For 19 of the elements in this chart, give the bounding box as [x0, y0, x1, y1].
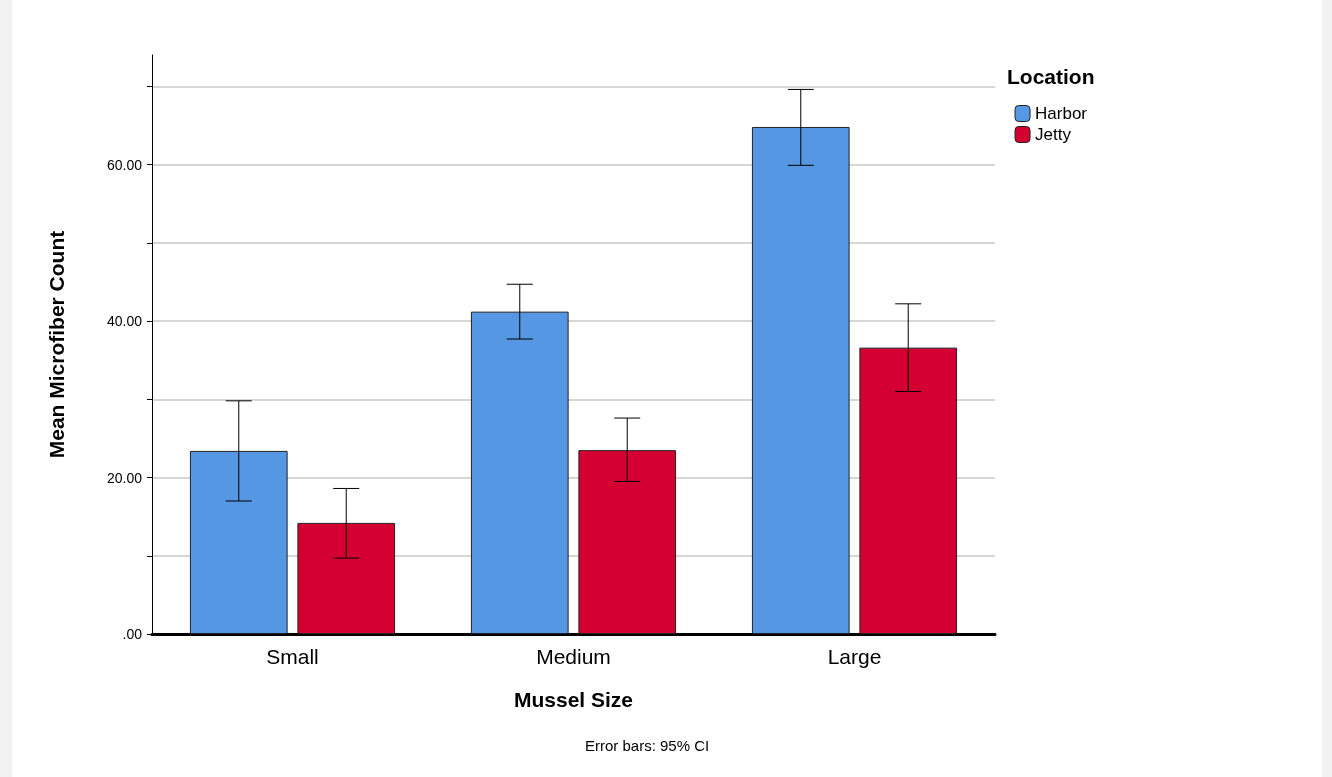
bar — [297, 522, 396, 634]
x-tick-label: Small — [266, 645, 319, 668]
x-tick-label: Medium — [536, 645, 611, 668]
bar — [751, 126, 850, 634]
legend-label: Harbor — [1035, 104, 1088, 123]
y-tick-label: .00 — [122, 626, 143, 642]
y-tick-label: 20.00 — [106, 469, 143, 486]
y-axis-title: Mean Microfiber Count — [45, 230, 68, 459]
x-tick-label: Large — [827, 645, 882, 668]
legend-label: Jetty — [1035, 125, 1072, 144]
bar — [578, 450, 677, 634]
bar — [189, 450, 288, 634]
bar — [470, 311, 569, 634]
x-axis-title: Mussel Size — [513, 688, 634, 711]
legend-title: Location — [1007, 65, 1095, 88]
y-tick-label: 40.00 — [106, 313, 143, 330]
text: Error bars: 95% CI — [585, 737, 710, 754]
bar — [859, 347, 958, 634]
y-tick-label: 60.00 — [106, 156, 143, 173]
